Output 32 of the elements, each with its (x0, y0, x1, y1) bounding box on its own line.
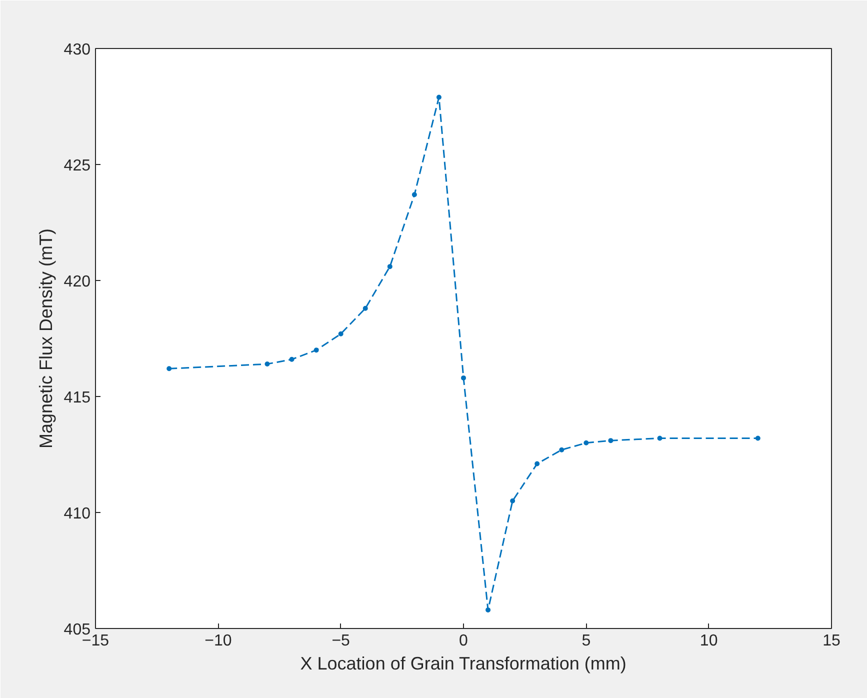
point (436, 94, 442, 100)
point (362, 306, 368, 311)
point (264, 362, 270, 367)
point (412, 192, 417, 198)
x-tick-label: −10 (204, 632, 232, 650)
point (461, 375, 466, 380)
y-tick-label: 415 (64, 390, 91, 406)
x-tick-label: 10 (700, 632, 718, 650)
x-axis-title: X Location of Grain Transformation (mm) (300, 654, 626, 674)
point (289, 356, 294, 362)
x-tick-label: −5 (332, 632, 350, 650)
point (608, 438, 614, 444)
point (314, 348, 319, 353)
point (559, 447, 564, 452)
point (534, 461, 540, 466)
point (166, 366, 172, 372)
x-tick-label: 15 (822, 632, 840, 650)
point (657, 436, 662, 441)
y-tick-label: 420 (64, 274, 91, 290)
y-tick-label: 410 (64, 506, 91, 522)
y-axis-title: Magnetic Flux Density (mT) (36, 228, 56, 449)
x-tick-label: 0 (459, 632, 468, 650)
point (338, 331, 344, 336)
point (486, 607, 491, 612)
point (584, 440, 589, 446)
point (755, 436, 760, 441)
point (387, 264, 392, 270)
y-tick-label: 405 (64, 622, 91, 638)
point (510, 498, 516, 504)
y-tick-label: 425 (64, 158, 91, 174)
x-tick-label: 5 (582, 632, 591, 650)
y-tick-label: 430 (64, 42, 91, 58)
